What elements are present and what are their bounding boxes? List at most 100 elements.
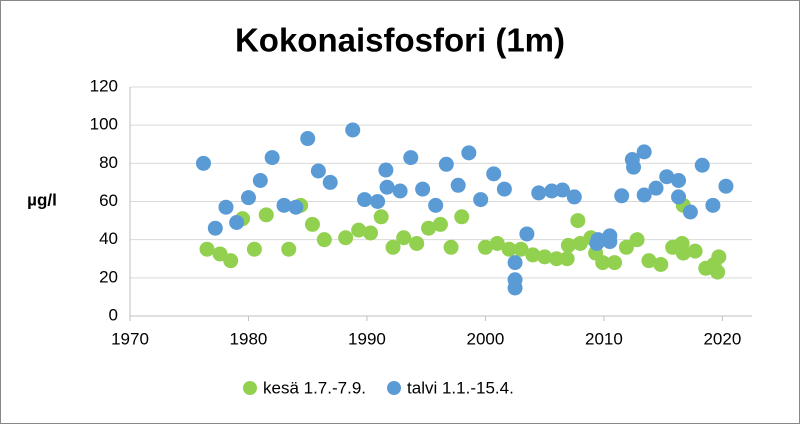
point [443, 239, 459, 255]
point [252, 173, 268, 189]
point [705, 197, 721, 213]
point [501, 241, 517, 257]
point [641, 253, 657, 269]
point [258, 207, 274, 223]
point [316, 232, 332, 248]
point [363, 225, 379, 241]
point [507, 255, 523, 271]
point [212, 246, 228, 262]
point [432, 216, 448, 232]
point [276, 197, 292, 213]
point [229, 214, 245, 230]
point [454, 209, 470, 225]
y-tick-label: 0 [109, 305, 118, 324]
y-tick-label: 80 [99, 153, 118, 172]
point [379, 179, 395, 195]
x-tick-label: 1980 [230, 329, 268, 348]
point [711, 249, 727, 265]
point [671, 173, 687, 189]
point [351, 222, 367, 238]
chart-title: Kokonaisfosfori (1m) [235, 22, 565, 59]
point [614, 188, 630, 204]
point [461, 145, 477, 161]
point [218, 199, 234, 215]
point [675, 245, 691, 261]
point [300, 131, 316, 147]
point [648, 180, 664, 196]
point [507, 280, 523, 296]
point [694, 157, 710, 173]
point [626, 159, 642, 175]
point [537, 249, 553, 265]
point [659, 169, 675, 185]
point [554, 182, 570, 198]
point [415, 181, 431, 197]
point [264, 150, 280, 166]
x-tick-label: 2020 [703, 329, 741, 348]
point [199, 241, 215, 257]
point [513, 241, 529, 257]
point [489, 235, 505, 251]
point [710, 264, 726, 280]
point [653, 256, 669, 272]
y-tick-label: 40 [99, 229, 118, 248]
point [195, 155, 211, 171]
point [525, 247, 541, 263]
point [207, 220, 223, 236]
point [438, 156, 454, 172]
point [477, 239, 493, 255]
point [450, 177, 466, 193]
point [570, 213, 586, 229]
point [246, 241, 262, 257]
point [636, 144, 652, 160]
point [385, 239, 401, 255]
point [378, 162, 394, 178]
x-tick-label: 1970 [111, 329, 149, 348]
point [496, 181, 512, 197]
point [636, 187, 652, 203]
x-tick-label: 1990 [348, 329, 386, 348]
y-tick-label: 60 [99, 191, 118, 210]
point [322, 174, 338, 190]
point [607, 255, 623, 271]
point [403, 150, 419, 166]
y-axis-label: µg/l [27, 190, 57, 209]
point [549, 251, 565, 267]
point [304, 216, 320, 232]
point [473, 192, 489, 208]
point [310, 163, 326, 179]
point [223, 253, 239, 269]
point [392, 183, 408, 199]
point [682, 204, 698, 220]
x-tick-label: 2000 [467, 329, 505, 348]
point [559, 251, 575, 267]
point [396, 230, 412, 246]
point [531, 185, 547, 201]
point [338, 230, 354, 246]
point [519, 226, 535, 242]
point [566, 189, 582, 205]
legend-marker [387, 381, 402, 395]
y-tick-label: 20 [99, 267, 118, 286]
point [590, 232, 606, 248]
point [240, 190, 256, 206]
point [718, 178, 734, 194]
x-tick-label: 2010 [585, 329, 623, 348]
legend-label: kesä 1.7.-7.9. [263, 378, 366, 397]
point [618, 239, 634, 255]
point [486, 166, 502, 182]
point [288, 199, 304, 215]
point [671, 189, 687, 205]
point [629, 232, 645, 248]
point [357, 192, 373, 208]
point [687, 243, 703, 259]
point [373, 209, 389, 225]
legend-label: talvi 1.1.-15.4. [407, 378, 514, 397]
point [281, 241, 297, 257]
point [409, 235, 425, 251]
point [595, 255, 611, 271]
point [345, 122, 361, 138]
y-tick-label: 120 [90, 76, 118, 95]
